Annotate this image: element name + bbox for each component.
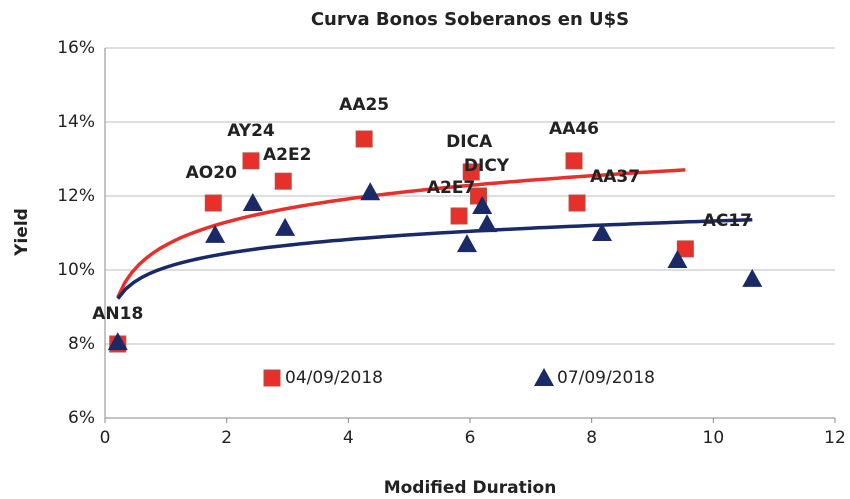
y-axis-label: Yield (12, 208, 32, 257)
x-tick-label: 12 (824, 428, 846, 448)
point (742, 268, 763, 287)
legend-label: 07/09/2018 (557, 368, 655, 388)
chart-title: Curva Bonos Soberanos en U$S (311, 9, 629, 30)
x-tick-label: 0 (100, 428, 111, 448)
y-tick-label: 8% (68, 334, 95, 354)
x-tick-label: 6 (465, 428, 476, 448)
point-label: DICY (464, 156, 510, 176)
point (107, 332, 128, 351)
point (676, 240, 694, 258)
point-label: AA37 (590, 167, 640, 187)
point (274, 172, 292, 190)
y-tick-label: 10% (57, 260, 95, 280)
point-label: AA46 (549, 119, 599, 139)
y-tick-label: 12% (57, 186, 95, 206)
point (472, 195, 493, 214)
point-label: AO20 (186, 163, 237, 183)
point (242, 152, 260, 170)
point (205, 224, 226, 243)
legend-marker (534, 368, 554, 386)
point-label: AY24 (227, 121, 275, 141)
point (204, 194, 222, 212)
point (592, 223, 613, 241)
y-tick-label: 14% (57, 112, 95, 132)
point (450, 207, 468, 225)
point (360, 182, 381, 201)
x-tick-label: 10 (703, 428, 725, 448)
trend-line (116, 168, 686, 298)
point-label: A2E7 (427, 178, 475, 198)
point (242, 193, 263, 212)
y-tick-label: 16% (57, 38, 95, 58)
point (456, 234, 477, 253)
point (355, 130, 373, 148)
x-axis-label: Modified Duration (384, 478, 557, 498)
point (462, 163, 480, 181)
point (275, 217, 296, 236)
point-label: DICA (446, 132, 493, 152)
trend-line (116, 218, 753, 300)
point (477, 214, 498, 233)
y-tick-label: 6% (68, 408, 95, 428)
x-tick-label: 4 (343, 428, 354, 448)
point (568, 194, 586, 212)
point-label: A2E2 (263, 145, 311, 165)
point (667, 250, 688, 269)
x-tick-label: 2 (221, 428, 232, 448)
point (565, 152, 583, 170)
point-label: AA25 (339, 95, 389, 115)
point-label: AC17 (703, 211, 752, 231)
point-label: AN18 (92, 304, 143, 324)
x-tick-label: 8 (586, 428, 597, 448)
legend-label: 04/09/2018 (285, 368, 383, 388)
legend-marker (263, 369, 281, 387)
